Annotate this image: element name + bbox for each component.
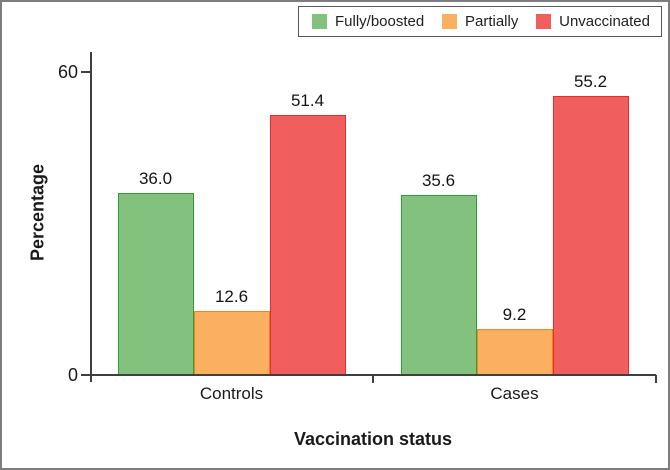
legend-item: Fully/boosted <box>312 13 424 30</box>
legend-item: Unvaccinated <box>536 13 650 30</box>
bar-value-label: 36.0 <box>138 169 173 189</box>
bar-fully-boosted-controls <box>117 193 194 375</box>
legend-swatch-icon <box>536 14 552 29</box>
legend-label: Partially <box>464 13 519 30</box>
bar-value-label: 12.6 <box>214 287 249 307</box>
bar-partially-controls <box>193 311 270 375</box>
legend-label: Fully/boosted <box>335 13 425 30</box>
bar-value-label: 55.2 <box>573 72 608 92</box>
bar-fully-boosted-cases <box>400 195 477 375</box>
y-tick <box>81 71 90 73</box>
bar-unvaccinated-cases <box>552 96 629 375</box>
bar-unvaccinated-controls <box>269 115 346 375</box>
y-tick-label: 60 <box>57 62 78 82</box>
bar-value-label: 9.2 <box>502 304 527 324</box>
bar-value-label: 35.6 <box>421 171 456 191</box>
x-category-label: Cases <box>490 384 539 403</box>
y-axis-line <box>90 52 92 382</box>
legend-item: Partially <box>441 13 519 30</box>
y-tick-label: 0 <box>67 365 78 385</box>
bar-value-label: 51.4 <box>290 91 325 111</box>
x-axis-title: Vaccination status <box>293 429 453 449</box>
x-tick <box>655 375 657 383</box>
bar-partially-cases <box>476 328 553 375</box>
y-tick <box>81 374 90 376</box>
y-axis-title: Percentage <box>27 163 48 262</box>
legend: Fully/boosted Partially Unvaccinated <box>298 6 662 37</box>
legend-swatch-icon <box>441 14 457 29</box>
legend-swatch-icon <box>312 14 327 29</box>
x-tick <box>372 375 374 383</box>
legend-label: Unvaccinated <box>559 13 650 30</box>
x-category-label: Controls <box>199 384 264 403</box>
